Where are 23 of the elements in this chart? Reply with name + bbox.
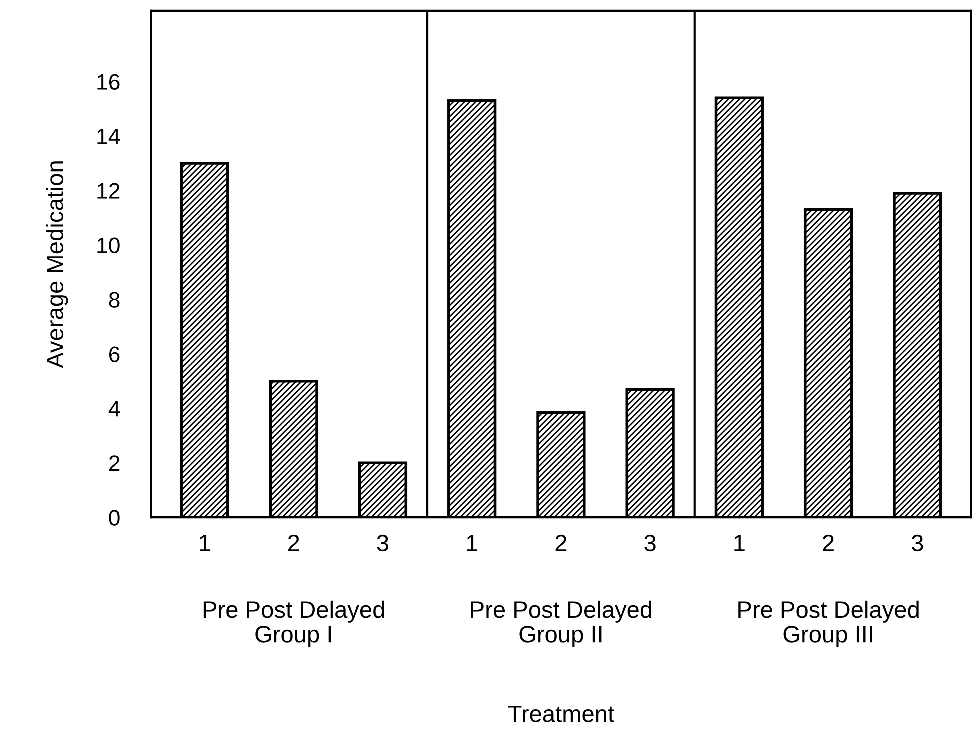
text: Pre Post Delayed Group I [204,600,384,648]
y-tick-label: 0 [109,510,120,526]
y-tick-label: 14 [98,129,120,144]
text: Pre Post Delayed Group III [738,600,919,648]
x-tick-label: 2 [288,534,300,552]
x-tick-label: 3 [644,534,656,552]
x-tick-label: 2 [556,534,567,552]
y-tick-label: 6 [109,346,120,362]
y-tick-label: 12 [98,183,120,199]
x-tick-label: 1 [467,535,478,552]
y-tick-label: 16 [98,74,120,90]
x-tick-label: 1 [734,535,745,552]
y-tick-label: 8 [109,292,120,308]
x-tick-label: 3 [912,534,924,552]
x-tick-label: 2 [823,534,834,552]
text: Pre Post Delayed Group II [471,600,652,648]
y-tick-label: 4 [108,401,120,417]
y-axis-title: Average Medication [46,162,68,368]
y-tick-label: 10 [98,238,120,254]
y-tick-label: 2 [109,456,120,472]
text: Treatment [508,706,614,722]
x-tick-label: 1 [200,535,210,552]
x-tick-label: 3 [377,534,388,552]
